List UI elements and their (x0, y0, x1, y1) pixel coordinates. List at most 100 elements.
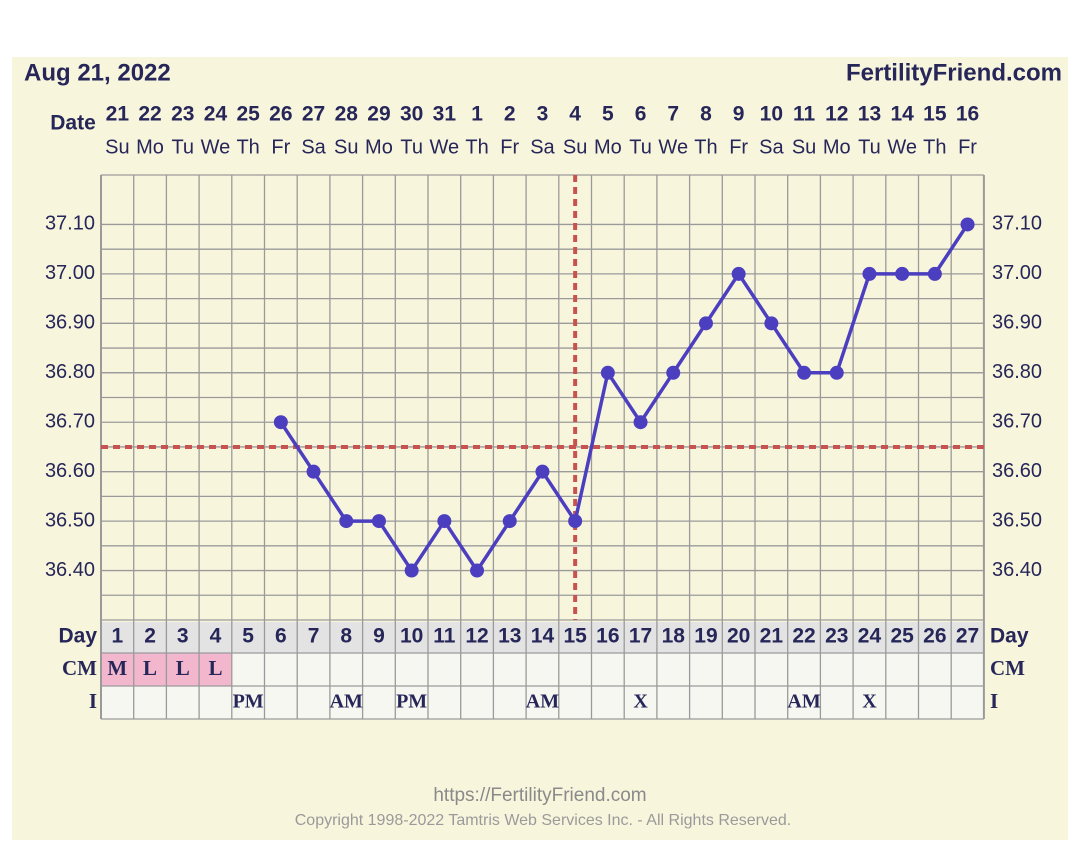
temperature-point (895, 266, 910, 281)
day-label: 16 (596, 625, 619, 648)
temperature-point (698, 316, 713, 331)
y-tick-label-right: 37.10 (992, 213, 1042, 235)
temperature-point (862, 266, 877, 281)
y-tick-label-right: 37.00 (992, 262, 1042, 284)
weekday-label: Tu (629, 136, 652, 158)
cm-label: L (208, 656, 222, 680)
date-label: 24 (204, 103, 228, 126)
y-tick-label: 36.40 (45, 559, 95, 581)
temperature-point (666, 365, 681, 380)
weekday-label: Sa (301, 136, 326, 158)
day-label: 17 (629, 625, 652, 648)
day-label: 20 (727, 625, 750, 648)
temperature-point (731, 266, 746, 281)
cm-row-label: CM (62, 656, 97, 680)
date-label: 28 (335, 103, 359, 126)
date-label: 26 (269, 103, 292, 126)
temperature-point (633, 415, 648, 430)
weekday-label: Th (236, 136, 259, 158)
day-label: 22 (792, 625, 815, 648)
cm-label: L (176, 656, 190, 680)
y-tick-label-right: 36.70 (992, 411, 1042, 433)
y-tick-label: 36.50 (45, 509, 95, 531)
date-label: 15 (923, 103, 947, 126)
weekday-label: We (658, 136, 688, 158)
date-label: 16 (956, 103, 979, 126)
date-label: 9 (733, 103, 745, 126)
cm-cell (101, 653, 134, 686)
day-label: 19 (694, 625, 717, 648)
date-label: 7 (667, 103, 679, 126)
weekday-label: Su (334, 136, 358, 158)
weekday-label: Mo (823, 136, 851, 158)
date-label: 2 (504, 103, 516, 126)
day-label: 1 (112, 625, 124, 648)
date-label: 31 (433, 103, 457, 126)
weekday-label: Fr (500, 136, 519, 158)
day-label: 14 (531, 625, 555, 648)
temperature-point (600, 365, 615, 380)
weekday-label: Fr (958, 136, 977, 158)
day-label: 8 (340, 625, 352, 648)
date-label: 25 (236, 103, 260, 126)
date-label: 22 (138, 103, 161, 126)
day-label: 18 (662, 625, 686, 648)
date-label: 12 (825, 103, 848, 126)
weekday-label: Fr (271, 136, 290, 158)
day-label: 12 (465, 625, 488, 648)
date-label: 3 (537, 103, 549, 126)
cm-label: M (107, 656, 127, 680)
date-label: 30 (400, 103, 423, 126)
date-label: 29 (367, 103, 390, 126)
y-tick-label: 36.60 (45, 460, 95, 482)
temperature-point (306, 464, 321, 479)
footer-copyright: Copyright 1998-2022 Tamtris Web Services… (295, 812, 792, 829)
temperature-point (960, 217, 975, 232)
intercourse-label: AM (526, 691, 559, 713)
date-label: 23 (171, 103, 194, 126)
temperature-point (829, 365, 844, 380)
weekday-label: Su (105, 136, 129, 158)
weekday-label: Th (694, 136, 717, 158)
i-row-label-right: I (990, 689, 998, 713)
date-label: 4 (569, 103, 581, 126)
y-tick-label-right: 36.50 (992, 509, 1042, 531)
y-tick-label: 37.00 (45, 262, 95, 284)
date-label: 14 (890, 103, 914, 126)
weekday-label: We (887, 136, 917, 158)
temperature-point (927, 266, 942, 281)
weekday-label: Tu (400, 136, 423, 158)
day-label: 10 (400, 625, 423, 648)
cm-cell (133, 653, 167, 686)
weekday-label: Sa (530, 136, 555, 158)
temperature-point (371, 514, 386, 529)
day-label: 3 (177, 625, 189, 648)
y-tick-label: 36.90 (45, 312, 95, 334)
intercourse-label: X (633, 691, 648, 713)
date-row-label: Date (50, 112, 96, 135)
weekday-label: Su (792, 136, 816, 158)
weekday-label: Sa (759, 136, 784, 158)
y-tick-label-right: 36.40 (992, 559, 1042, 581)
day-label: 7 (308, 625, 320, 648)
day-label: 9 (373, 625, 385, 648)
temperature-point (437, 514, 452, 529)
day-label: 25 (890, 625, 914, 648)
y-tick-label: 36.80 (45, 361, 95, 383)
cm-cell (199, 653, 232, 686)
day-label: 11 (433, 625, 456, 648)
temperature-point (502, 514, 517, 529)
weekday-label: Mo (136, 136, 164, 158)
weekday-label: We (201, 136, 231, 158)
day-label: 23 (825, 625, 848, 648)
day-label: 15 (563, 625, 587, 648)
temperature-point (404, 563, 419, 578)
y-tick-label-right: 36.80 (992, 361, 1042, 383)
weekday-label: Su (563, 136, 587, 158)
date-label: 11 (793, 103, 816, 126)
temperature-point (273, 415, 288, 430)
date-label: 8 (700, 103, 712, 126)
intercourse-label: X (862, 691, 877, 713)
y-tick-label: 37.10 (45, 213, 95, 235)
date-label: 21 (106, 103, 130, 126)
